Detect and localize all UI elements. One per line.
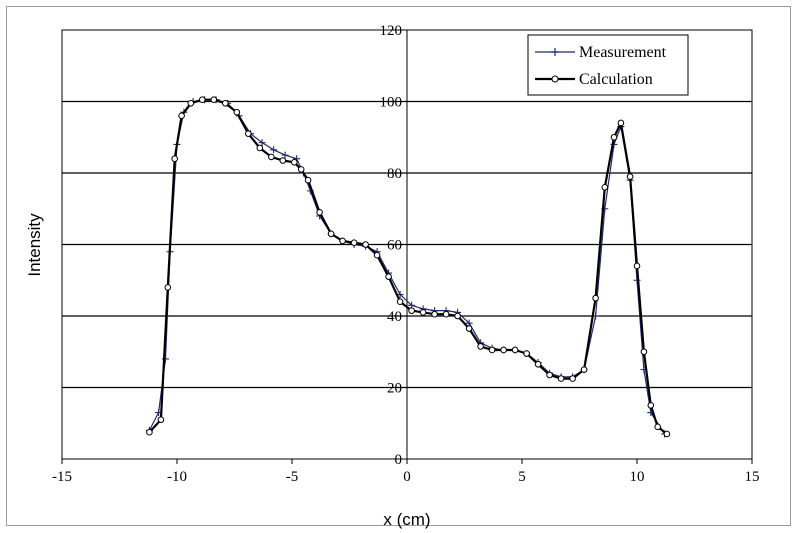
y-tick-label: 120 [380, 23, 403, 39]
data-point [647, 402, 655, 409]
data-point [178, 112, 185, 120]
data-point [164, 284, 172, 291]
y-tick-label: 60 [387, 238, 402, 254]
data-point [146, 428, 153, 436]
data-point [270, 146, 278, 154]
x-tick-label: -5 [286, 469, 299, 485]
data-point [454, 312, 461, 320]
data-point [396, 298, 404, 306]
data-point [488, 346, 496, 354]
data-point [171, 155, 178, 162]
data-point [256, 144, 264, 152]
legend-box [527, 34, 689, 96]
data-point [511, 346, 519, 354]
data-point [546, 371, 553, 379]
data-point [281, 151, 289, 159]
data-point [557, 375, 565, 382]
data-point [626, 173, 634, 180]
data-point [500, 346, 507, 354]
data-point [350, 239, 358, 247]
data-point [569, 375, 576, 382]
axes [61, 29, 753, 464]
legend-calculation-marker [551, 75, 559, 83]
data-point [268, 153, 275, 161]
legend-calculation-label: Calculation [579, 71, 653, 88]
y-tick-label: 80 [387, 166, 402, 182]
data-point [304, 176, 312, 184]
data-point [210, 96, 218, 104]
data-point [279, 157, 287, 164]
series-group [145, 96, 671, 438]
data-point [233, 108, 241, 116]
y-tick-label: 40 [387, 309, 402, 325]
data-point [222, 99, 229, 107]
data-point [580, 366, 588, 373]
data-point [431, 310, 438, 318]
data-point [442, 310, 450, 318]
data-point [640, 348, 648, 356]
tick-labels: 0 20 40 60 80 100 120 -15 -10 -5 0 5 10 15 [52, 23, 760, 485]
data-point [408, 307, 415, 314]
data-point [258, 139, 266, 147]
y-tick-label: 20 [387, 381, 402, 397]
data-point [327, 230, 335, 238]
y-axis-title: Intensity [25, 213, 44, 277]
data-point [633, 262, 641, 270]
data-point [534, 360, 542, 368]
data-point [385, 273, 392, 280]
data-point [199, 96, 206, 104]
y-tick-label: 100 [380, 95, 403, 111]
x-axis-title: x (cm) [383, 510, 430, 529]
data-point [316, 209, 323, 216]
y-tick-label: 0 [395, 452, 403, 468]
data-point [362, 241, 369, 248]
data-point [245, 130, 252, 137]
x-tick-label: -10 [167, 469, 187, 485]
chart-frame [6, 6, 791, 526]
x-tick-label: 10 [630, 469, 645, 485]
data-point [663, 430, 671, 438]
data-point [477, 343, 484, 350]
data-point [592, 294, 599, 302]
x-tick-label: -15 [52, 469, 72, 485]
data-point [297, 166, 305, 173]
x-tick-label: 15 [745, 469, 760, 485]
legend-measurement-marker [551, 48, 559, 56]
data-point [610, 133, 618, 141]
data-point [601, 184, 609, 191]
data-point [291, 158, 298, 166]
legend-measurement-label: Measurement [579, 44, 667, 61]
data-point [373, 251, 381, 259]
legend: Measurement Calculation [527, 34, 689, 96]
data-point [419, 309, 427, 316]
data-point [339, 237, 346, 245]
data-point [157, 416, 165, 423]
data-point [617, 119, 625, 127]
series-calculation [146, 96, 671, 438]
data-point [654, 423, 662, 431]
data-point [187, 99, 195, 107]
x-tick-label: 5 [518, 469, 526, 485]
x-tick-label: 0 [403, 469, 411, 485]
data-point [465, 325, 473, 332]
data-point [523, 350, 530, 357]
